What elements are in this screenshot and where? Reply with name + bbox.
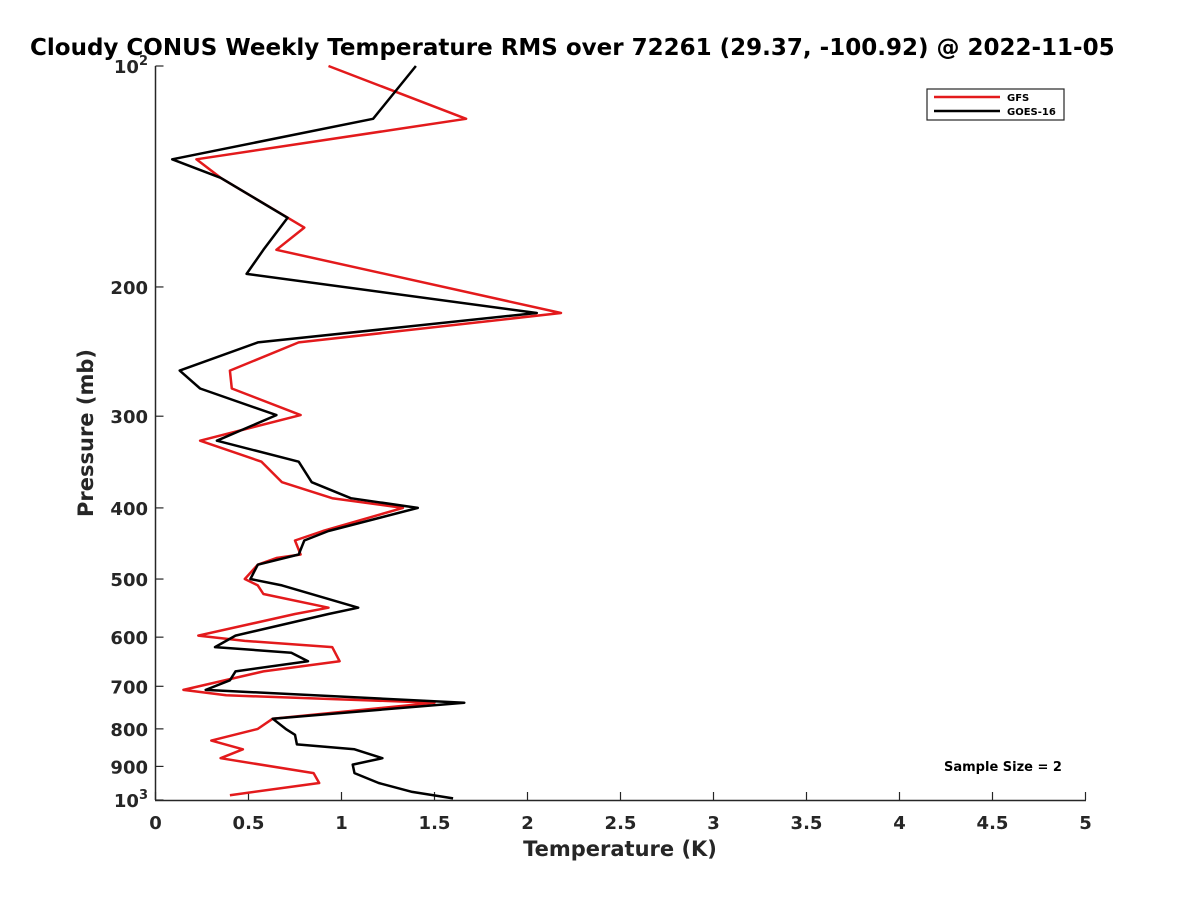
series-line-goes-16 — [170, 65, 539, 800]
series-line-gfs — [182, 64, 563, 797]
chart-title: Cloudy CONUS Weekly Temperature RMS over… — [30, 35, 1115, 61]
x-tick-label: 2.5 — [605, 813, 637, 834]
y-tick-label: 200 — [110, 278, 148, 299]
y-tick-label: 103 — [114, 788, 148, 812]
series-lines — [170, 64, 563, 800]
x-tick-label: 0.5 — [233, 813, 265, 834]
y-axis-label: Pressure (mb) — [74, 349, 98, 517]
x-tick-label: 4.5 — [977, 813, 1009, 834]
y-tick-exponent: 2 — [139, 54, 148, 69]
x-tick-label: 1 — [335, 813, 348, 834]
y-tick-label: 300 — [110, 407, 148, 428]
y-tick-label: 600 — [110, 628, 148, 649]
legend-label-goes-16: GOES-16 — [1007, 107, 1056, 118]
y-tick-exponent: 3 — [139, 788, 148, 803]
x-tick-label: 2 — [521, 813, 534, 834]
legend: GFS GOES-16 — [926, 88, 1065, 121]
y-tick-base: 10 — [114, 57, 139, 78]
x-tick-label: 3.5 — [791, 813, 823, 834]
legend-box — [926, 88, 1065, 121]
y-tick-label: 900 — [110, 757, 148, 778]
y-tick-label: 102 — [114, 54, 148, 78]
x-axis-ticks: 0 0.5 1 1.5 2 2.5 3 3.5 4 4.5 5 — [149, 792, 1092, 834]
x-tick-label: 3 — [707, 813, 720, 834]
sample-size-annotation: Sample Size = 2 — [944, 760, 1062, 775]
y-tick-base: 10 — [114, 791, 139, 812]
legend-label-gfs: GFS — [1007, 93, 1029, 104]
y-tick-label: 400 — [110, 499, 148, 520]
y-tick-label: 800 — [110, 720, 148, 741]
y-tick-label: 500 — [110, 570, 148, 591]
x-tick-label: 1.5 — [419, 813, 451, 834]
x-tick-label: 0 — [149, 813, 162, 834]
x-tick-label: 5 — [1079, 813, 1092, 834]
x-axis-label: Temperature (K) — [523, 837, 717, 861]
y-tick-label: 700 — [110, 677, 148, 698]
x-tick-label: 4 — [893, 813, 906, 834]
